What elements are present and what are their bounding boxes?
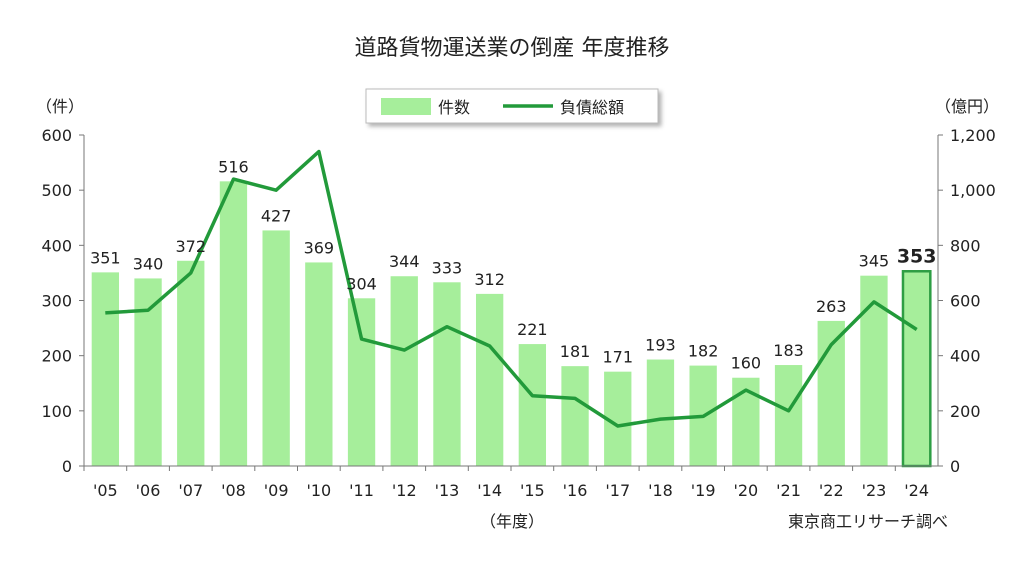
data-label-23: 345	[859, 252, 890, 271]
y-right-tick-label: 400	[950, 347, 981, 366]
y-right-unit-label: （億円）	[935, 97, 999, 116]
data-label-07: 372	[175, 237, 206, 256]
data-label-06: 340	[133, 254, 164, 273]
axes	[79, 134, 943, 471]
debt-total-line	[105, 149, 918, 428]
x-tick-label: '10	[306, 481, 331, 500]
data-label-10: 369	[304, 238, 335, 257]
bars	[91, 181, 932, 468]
bar-15	[518, 344, 547, 466]
tick-labels: 0 100 200 300 400 500 600 0 200 400 600 800 1,000 1,2…	[41, 126, 995, 500]
y-right-tick-label: 200	[950, 402, 981, 421]
legend-line-label: 負債総額	[560, 98, 624, 117]
y-left-tick-label: 200	[41, 347, 72, 366]
y-left-tick-label: 500	[41, 181, 72, 200]
data-label-14: 312	[474, 270, 505, 289]
x-tick-label: '06	[136, 481, 161, 500]
x-tick-label: '14	[477, 481, 502, 500]
x-tick-label: '05	[93, 481, 118, 500]
legend-bar-label: 件数	[438, 98, 470, 117]
x-tick-label: '18	[648, 481, 673, 500]
data-label-24: 353	[897, 245, 937, 267]
bar-16	[561, 366, 589, 466]
bar-08	[219, 181, 248, 466]
data-label-22: 263	[816, 297, 847, 316]
data-label-05: 351	[90, 248, 121, 267]
y-left-tick-label: 400	[41, 236, 72, 255]
x-tick-label: '07	[178, 481, 203, 500]
source-label: 東京商工リサーチ調べ	[788, 512, 948, 531]
data-label-17: 171	[602, 348, 633, 367]
data-label-13: 333	[432, 258, 463, 277]
y-right-tick-label: 600	[950, 292, 981, 311]
chart-title: 道路貨物運送業の倒産 年度推移	[355, 36, 670, 61]
bar-14	[475, 293, 504, 466]
data-label-15: 221	[517, 320, 548, 339]
y-left-tick-label: 100	[41, 402, 72, 421]
y-right-tick-label: 1,000	[950, 181, 996, 200]
x-tick-label: '23	[862, 481, 887, 500]
data-label-18: 193	[645, 336, 676, 355]
data-label-16: 181	[560, 342, 591, 361]
x-tick-label: '19	[691, 481, 716, 500]
data-label-20: 160	[731, 354, 762, 373]
y-left-tick-label: 0	[62, 457, 72, 476]
data-labels: 351 340 372 516 427 369 304 344 333 312 221 181 171 1…	[90, 157, 936, 372]
x-tick-label: '08	[221, 481, 246, 500]
x-tick-label: '22	[819, 481, 844, 500]
data-label-19: 182	[688, 342, 719, 361]
data-label-08: 516	[218, 157, 249, 176]
y-right-tick-label: 800	[950, 236, 981, 255]
data-label-21: 183	[773, 341, 804, 360]
x-tick-label: '17	[605, 481, 630, 500]
bar-21	[774, 365, 803, 466]
data-label-09: 427	[261, 206, 292, 225]
x-unit-label: （年度）	[480, 512, 544, 531]
x-tick-label: '15	[520, 481, 545, 500]
y-right-tick-label: 0	[950, 457, 960, 476]
bar-10	[305, 262, 333, 466]
y-right-tick-label: 1,200	[950, 126, 996, 145]
bar-13	[433, 282, 461, 466]
legend-bar-swatch	[381, 98, 431, 115]
bar-05	[91, 272, 120, 466]
bar-12	[390, 276, 418, 466]
x-tick-label: '13	[435, 481, 460, 500]
data-label-11: 304	[346, 274, 377, 293]
y-left-tick-label: 600	[41, 126, 72, 145]
y-left-unit-label: （件）	[36, 97, 84, 116]
bar-20	[732, 377, 760, 466]
legend: 件数 負債総額	[365, 88, 659, 124]
x-tick-label: '21	[776, 481, 801, 500]
data-label-12: 344	[389, 252, 420, 271]
bar-18	[646, 359, 675, 466]
x-tick-label: '16	[563, 481, 588, 500]
line-series	[105, 149, 918, 428]
bar-07	[177, 260, 205, 466]
bar-11	[347, 298, 376, 466]
x-tick-label: '20	[733, 481, 758, 500]
x-tick-label: '11	[349, 481, 374, 500]
y-left-tick-label: 300	[41, 292, 72, 311]
x-tick-label: '24	[904, 481, 929, 500]
bar-09	[262, 230, 290, 466]
x-tick-label: '09	[264, 481, 289, 500]
x-tick-label: '12	[392, 481, 417, 500]
bar-24	[901, 270, 932, 468]
bar-06	[134, 278, 162, 466]
